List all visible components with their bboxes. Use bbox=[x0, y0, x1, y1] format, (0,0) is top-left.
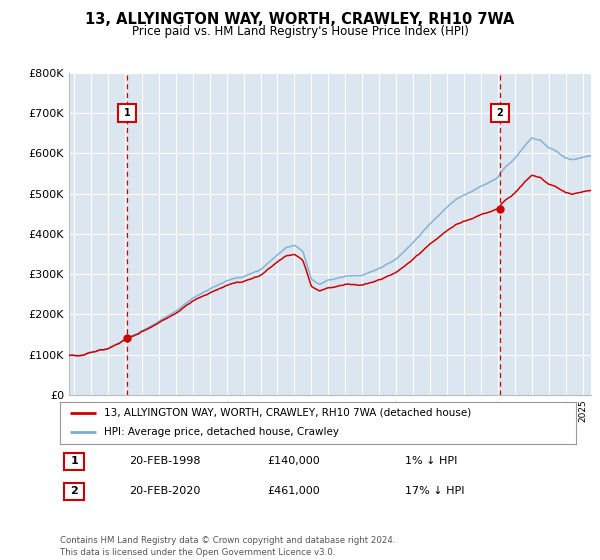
Text: 1% ↓ HPI: 1% ↓ HPI bbox=[405, 456, 457, 466]
Text: Contains HM Land Registry data © Crown copyright and database right 2024.
This d: Contains HM Land Registry data © Crown c… bbox=[60, 536, 395, 557]
Text: 2: 2 bbox=[497, 108, 503, 118]
Text: 17% ↓ HPI: 17% ↓ HPI bbox=[405, 486, 464, 496]
Text: 2: 2 bbox=[70, 486, 78, 496]
Text: 13, ALLYINGTON WAY, WORTH, CRAWLEY, RH10 7WA: 13, ALLYINGTON WAY, WORTH, CRAWLEY, RH10… bbox=[85, 12, 515, 27]
Text: 13, ALLYINGTON WAY, WORTH, CRAWLEY, RH10 7WA (detached house): 13, ALLYINGTON WAY, WORTH, CRAWLEY, RH10… bbox=[104, 408, 471, 418]
Text: 20-FEB-2020: 20-FEB-2020 bbox=[129, 486, 200, 496]
Text: £461,000: £461,000 bbox=[267, 486, 320, 496]
Text: Price paid vs. HM Land Registry's House Price Index (HPI): Price paid vs. HM Land Registry's House … bbox=[131, 25, 469, 38]
Text: 1: 1 bbox=[70, 456, 78, 466]
Text: 1: 1 bbox=[124, 108, 131, 118]
Text: 20-FEB-1998: 20-FEB-1998 bbox=[129, 456, 200, 466]
Text: £140,000: £140,000 bbox=[267, 456, 320, 466]
Text: HPI: Average price, detached house, Crawley: HPI: Average price, detached house, Craw… bbox=[104, 427, 339, 437]
